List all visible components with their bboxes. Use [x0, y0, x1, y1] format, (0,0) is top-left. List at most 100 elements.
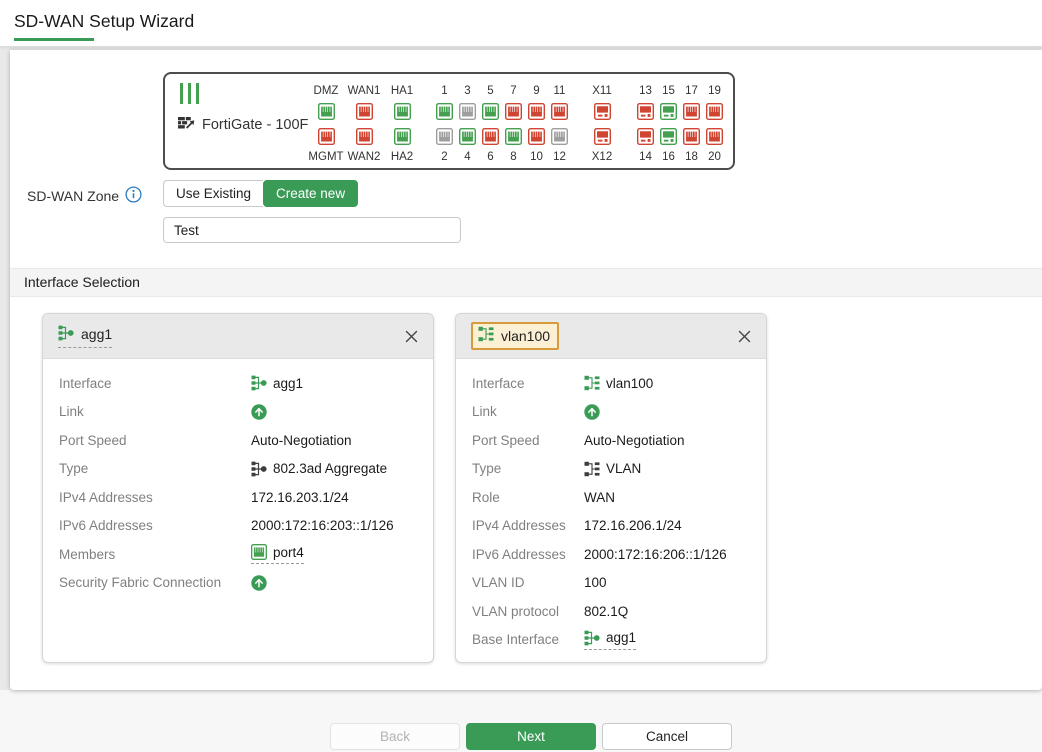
port-label: 5: [487, 85, 494, 97]
device-name-label: FortiGate - 100F: [202, 116, 309, 133]
create-new-button[interactable]: Create new: [263, 180, 359, 207]
info-icon[interactable]: [125, 186, 142, 206]
page-title: SD-WAN Setup Wizard: [14, 11, 195, 31]
port-column-WAN1: WAN1 WAN2: [345, 84, 383, 164]
port-label: 8: [510, 151, 517, 163]
row-value-text: agg1: [606, 630, 637, 646]
rj45-port-icon[interactable]: [436, 128, 453, 145]
interface-ref-link[interactable]: port4: [251, 544, 304, 565]
port-label: DMZ: [313, 85, 339, 97]
rj45-port-icon[interactable]: [459, 103, 476, 120]
interface-ref-link[interactable]: agg1: [584, 630, 637, 650]
aggregate-icon: [584, 630, 600, 646]
row-label: Port Speed: [59, 432, 127, 448]
port-column-17: 17 18: [680, 84, 703, 164]
rj45-port-icon[interactable]: [393, 103, 411, 120]
interface-selection-header: Interface Selection: [10, 268, 1042, 297]
sfp-port-icon[interactable]: [637, 103, 654, 120]
interface-card-agg1: agg1 Interface agg1 Link Port Speed Auto-Nego…: [42, 313, 434, 663]
row-label: Port Speed: [472, 432, 540, 448]
row-label: Link: [472, 404, 497, 420]
card-row: IPv4 Addresses 172.16.203.1/24: [43, 483, 433, 512]
rj45-port-icon[interactable]: [459, 128, 476, 145]
rj45-port-icon[interactable]: [355, 128, 373, 145]
close-icon[interactable]: [738, 330, 751, 343]
row-label: Role: [472, 489, 500, 505]
rj45-port-icon[interactable]: [355, 103, 373, 120]
rj45-port-icon[interactable]: [482, 103, 499, 120]
sfp-port-icon[interactable]: [593, 103, 611, 120]
card-row: IPv6 Addresses 2000:172:16:203::1/126: [43, 512, 433, 541]
rj45-port-icon[interactable]: [528, 128, 545, 145]
port-column-13: 13 14: [634, 84, 657, 164]
rj45-port-icon[interactable]: [706, 103, 723, 120]
sfp-port-icon[interactable]: [660, 103, 677, 120]
port-label: X12: [591, 151, 613, 163]
close-icon[interactable]: [405, 330, 418, 343]
row-value-text: Auto-Negotiation: [251, 432, 352, 448]
port-label: 19: [708, 85, 721, 97]
rj45-port-icon: [251, 544, 267, 561]
card-title: agg1: [81, 326, 113, 342]
row-value-text: 802.3ad Aggregate: [273, 461, 388, 477]
port-label: 20: [708, 151, 721, 163]
row-value: [251, 575, 267, 591]
rj45-port-icon[interactable]: [317, 128, 335, 145]
port-group: X11 X12: [585, 84, 619, 164]
cancel-button[interactable]: Cancel: [602, 723, 732, 750]
fortigate-device-icon: [178, 115, 195, 134]
row-value: 802.3ad Aggregate: [251, 461, 387, 477]
row-label: Type: [59, 461, 89, 477]
card-title-chip[interactable]: vlan100: [471, 322, 560, 350]
rj45-port-icon[interactable]: [528, 103, 545, 120]
port-label: 7: [510, 85, 517, 97]
port-label: 2: [441, 151, 448, 163]
row-value: VLAN: [584, 461, 641, 477]
card-row: Port Speed Auto-Negotiation: [43, 426, 433, 455]
card-row: Members port4: [43, 540, 433, 569]
row-label: Base Interface: [472, 632, 560, 648]
port-column-X11: X11 X12: [585, 84, 619, 164]
back-button[interactable]: Back: [330, 723, 460, 750]
use-existing-button[interactable]: Use Existing: [163, 180, 264, 207]
interface-selection-title: Interface Selection: [24, 274, 140, 290]
row-value: port4: [251, 544, 304, 565]
row-value-text: 802.1Q: [584, 603, 629, 619]
port-label: 4: [464, 151, 471, 163]
rj45-port-icon[interactable]: [551, 103, 568, 120]
card-body: Interface vlan100 Link Port Speed Auto-Negot…: [456, 359, 766, 654]
port-group: DMZ MGMT WAN1 WAN2 HA1 HA2: [307, 84, 421, 164]
rj45-port-icon[interactable]: [706, 128, 723, 145]
row-label: VLAN ID: [472, 575, 525, 591]
link-up-icon: [251, 575, 267, 591]
card-row: Port Speed Auto-Negotiation: [456, 426, 766, 455]
rj45-port-icon[interactable]: [482, 128, 499, 145]
rj45-port-icon[interactable]: [317, 103, 335, 120]
rj45-port-icon[interactable]: [505, 128, 522, 145]
row-label: Link: [59, 404, 84, 420]
rj45-port-icon[interactable]: [551, 128, 568, 145]
rj45-port-icon[interactable]: [436, 103, 453, 120]
rj45-port-icon[interactable]: [683, 103, 700, 120]
next-button[interactable]: Next: [466, 723, 596, 750]
background-strip-left: [0, 47, 10, 690]
card-row: Base Interface agg1: [456, 626, 766, 655]
sfp-port-icon[interactable]: [637, 128, 654, 145]
row-value: 802.1Q: [584, 604, 628, 619]
rj45-port-icon[interactable]: [505, 103, 522, 120]
card-row: IPv4 Addresses 172.16.206.1/24: [456, 512, 766, 541]
card-title-chip[interactable]: agg1: [58, 325, 113, 348]
rj45-port-icon[interactable]: [393, 128, 411, 145]
zone-name-input[interactable]: [163, 217, 461, 243]
sfp-port-icon[interactable]: [593, 128, 611, 145]
rj45-port-icon[interactable]: [683, 128, 700, 145]
sfp-port-icon[interactable]: [660, 128, 677, 145]
row-value: agg1: [251, 375, 303, 391]
port-label: 6: [487, 151, 494, 163]
port-label: 14: [639, 151, 652, 163]
device-name: FortiGate - 100F: [178, 115, 308, 134]
row-label: Security Fabric Connection: [59, 575, 222, 591]
row-value: [251, 404, 267, 420]
